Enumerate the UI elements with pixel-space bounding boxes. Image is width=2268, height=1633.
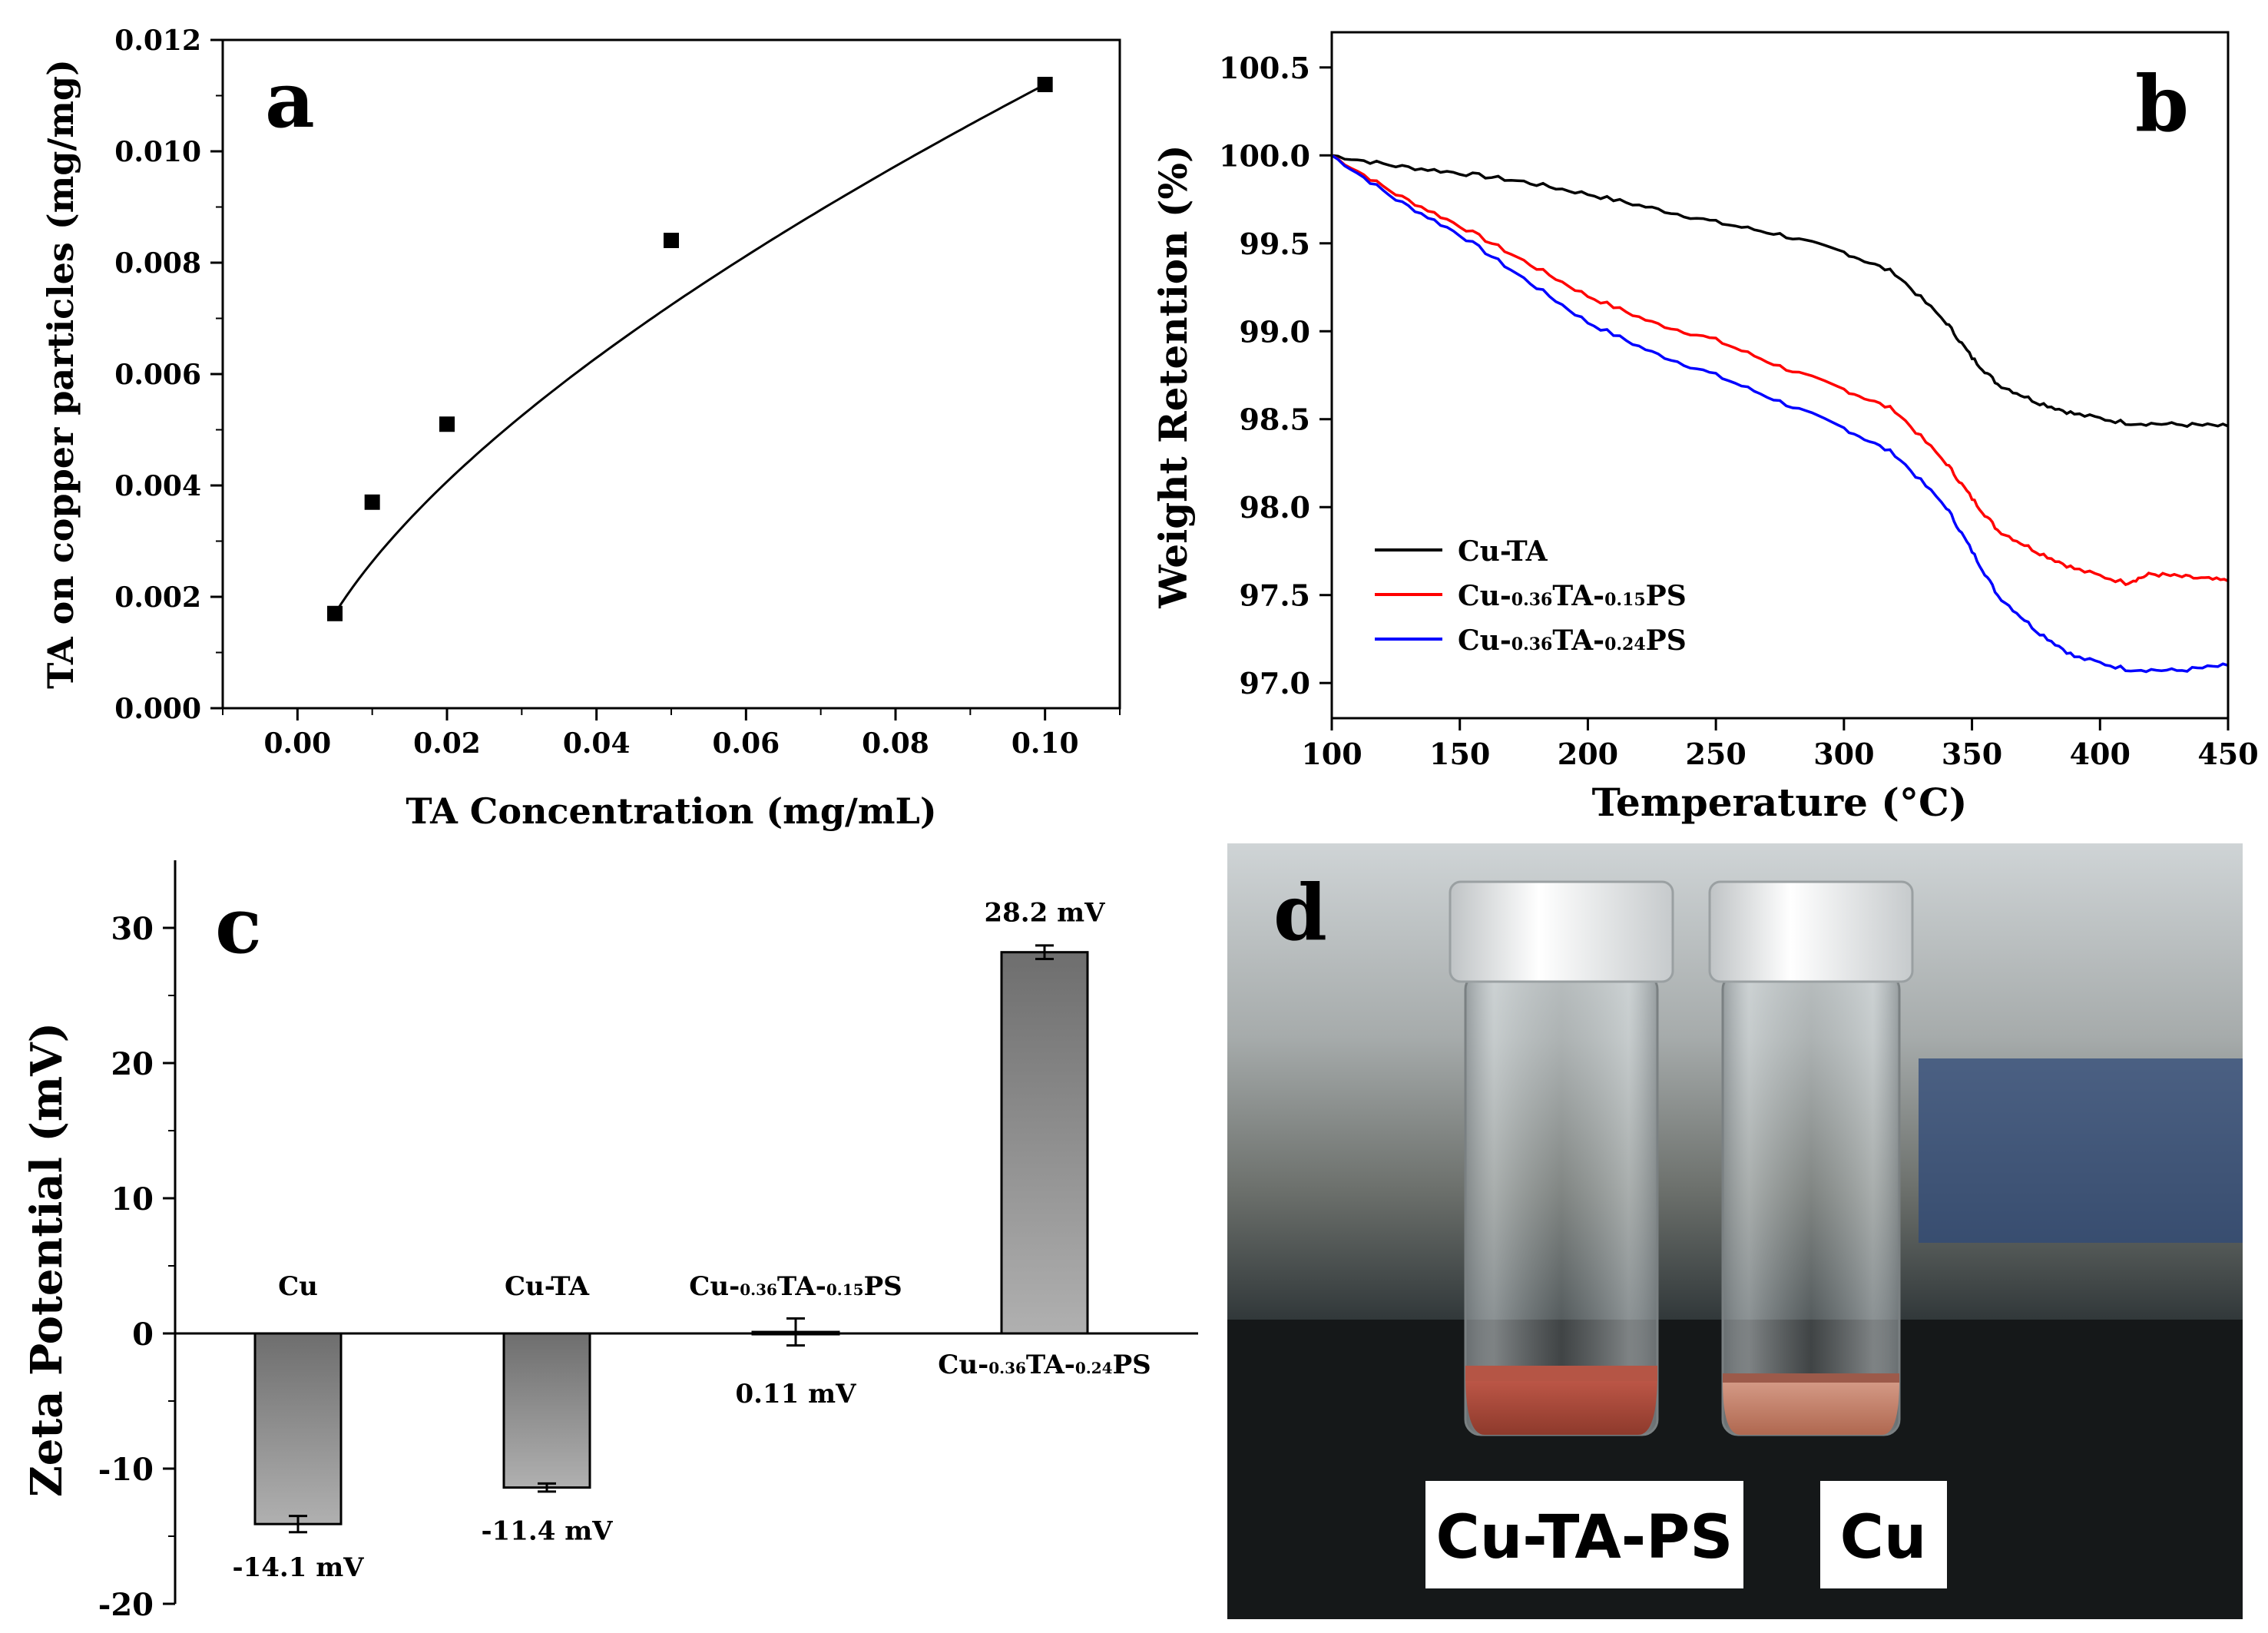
y-tick-label: 30: [111, 911, 154, 947]
x-tick-label: 400: [2070, 737, 2131, 771]
y-tick-label: 100.5: [1219, 51, 1310, 85]
y-tick-label: 0.010: [114, 136, 201, 168]
x-tick-label: 150: [1429, 737, 1490, 771]
x-tick-label: 350: [1942, 737, 2002, 771]
x-tick-label: 450: [2197, 737, 2258, 771]
y-tick-label: 0: [132, 1317, 154, 1353]
x-tick-label: 300: [1813, 737, 1874, 771]
panel-label-c: c: [215, 880, 262, 971]
legend-label: Cu-0.36TA-0.15PS: [1458, 580, 1687, 612]
x-tick-label: 0.10: [1011, 727, 1079, 760]
y-tick-label: 0.006: [114, 359, 201, 391]
y-tick-label: 20: [111, 1046, 154, 1082]
bar: [253, 1332, 343, 1525]
y-axis-label: Weight Retention (%): [1151, 144, 1196, 608]
y-axis-label: Zeta Potential (mV): [22, 1022, 72, 1497]
plot-frame: [1330, 31, 2230, 720]
y-tick-label: -20: [98, 1587, 154, 1623]
data-point: [364, 494, 380, 510]
x-axis-label: TA Concentration (mg/mL): [406, 790, 936, 832]
y-tick-label: 97.0: [1239, 666, 1310, 701]
panel-label-b: b: [2135, 58, 2189, 149]
y-tick-label: 100.0: [1219, 138, 1310, 173]
chart-c: c -20 -10 0 10 20 30 Cu -14.1 mV Cu-TA -11.4 mV C…: [22, 860, 1198, 1623]
panel-label-d: d: [1273, 867, 1327, 958]
vial-cu-ta-ps: [1449, 880, 1674, 1436]
y-tick-label: 97.5: [1239, 578, 1310, 613]
x-tick-label: 0.00: [263, 727, 331, 760]
y-tick-label: 0.012: [114, 25, 201, 57]
legend-label: Cu-0.36TA-0.24PS: [1458, 624, 1687, 657]
x-axis-label: Temperature (°C): [1592, 780, 1968, 825]
y-tick-label: 99.5: [1239, 227, 1310, 261]
data-point: [1037, 77, 1053, 92]
label-box-cu: [1820, 1481, 1947, 1588]
series-line: [1331, 154, 2229, 674]
label-box-cu-ta-ps: [1425, 1481, 1743, 1588]
data-point: [664, 233, 679, 248]
y-tick-label: 0.000: [114, 693, 201, 725]
y-tick-label: 0.008: [114, 247, 201, 280]
category-label: Cu-TA: [505, 1271, 590, 1302]
data-point: [439, 416, 455, 432]
x-tick-label: 100: [1301, 737, 1362, 771]
data-point: [327, 605, 343, 621]
y-tick-label: 0.002: [114, 581, 201, 614]
x-tick-label: 0.06: [712, 727, 780, 760]
vial-label-cu-ta-ps: Cu-TA-PS: [1436, 1503, 1733, 1572]
y-tick-label: 99.0: [1239, 314, 1310, 349]
x-tick-label: 0.04: [563, 727, 631, 760]
panel-label-a: a: [265, 55, 315, 145]
plot-frame: [221, 38, 1121, 710]
y-tick-label: 98.5: [1239, 402, 1310, 437]
x-tick-label: 0.02: [413, 727, 481, 760]
legend-label: Cu-TA: [1458, 535, 1548, 568]
y-tick-label: 10: [111, 1181, 154, 1217]
vial-photo: Cu-TA-PS Cu d: [1227, 843, 2243, 1619]
chart-a: a 0.00 0.02 0.04 0.06 0.08 0.10 0.000 0.002 0.00…: [40, 25, 1121, 832]
value-label: -11.4 mV: [481, 1516, 613, 1547]
category-label: Cu-0.36TA-0.24PS: [938, 1350, 1151, 1380]
x-tick-label: 200: [1558, 737, 1618, 771]
value-label: 0.11 mV: [735, 1379, 856, 1409]
chart-b: b 100 150 200 250 300 350 400 450 97.0 97.5 98.0 98…: [1151, 31, 2259, 825]
series-line: [1331, 154, 2229, 587]
series-line: [1331, 154, 2229, 429]
y-axis-label: TA on copper particles (mg/mg): [40, 59, 81, 689]
value-label: 28.2 mV: [984, 898, 1105, 929]
blue-container: [1919, 1058, 2243, 1243]
bar: [1000, 951, 1089, 1335]
bar: [502, 1332, 591, 1489]
category-label: Cu: [278, 1271, 318, 1302]
x-tick-label: 0.08: [862, 727, 929, 760]
y-tick-label: -10: [98, 1452, 154, 1488]
fit-curve: [333, 83, 1046, 614]
y-tick-label: 0.004: [114, 470, 201, 502]
vial-cu: [1708, 880, 1914, 1436]
vial-label-cu: Cu: [1840, 1503, 1927, 1572]
value-label: -14.1 mV: [232, 1552, 364, 1583]
y-tick-label: 98.0: [1239, 490, 1310, 525]
x-tick-label: 250: [1685, 737, 1746, 771]
category-label: Cu-0.36TA-0.15PS: [689, 1271, 902, 1302]
